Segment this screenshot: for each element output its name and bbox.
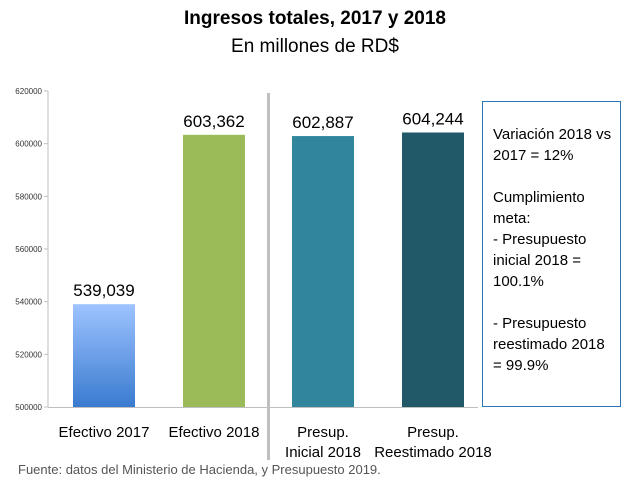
y-tick-label: 540000: [15, 298, 42, 307]
bar-value-label: 602,887: [292, 113, 353, 132]
bar-chart: 500000 520000 540000 560000 580000 600000 6200…: [15, 87, 492, 460]
bar-value-label: 604,244: [402, 109, 463, 128]
x-category-label: Inicial 2018: [285, 444, 361, 460]
x-category-label: Efectivo 2017: [59, 424, 150, 441]
bar: [402, 132, 464, 408]
chart-title: Ingresos totales, 2017 y 2018: [184, 8, 446, 29]
chart-subtitle: En millones de RD$: [231, 36, 399, 57]
y-tick-label: 620000: [15, 87, 42, 96]
y-tick-label: 560000: [15, 245, 42, 254]
note-box: Variación 2018 vs 2017 = 12% Cumplimient…: [482, 101, 621, 407]
note-line: Variación 2018 vs 2017 = 12%: [493, 126, 612, 164]
note-line: - Presupuesto reestimado 2018 = 99.9%: [493, 315, 605, 374]
bar-value-label: 603,362: [183, 112, 244, 131]
y-tick-label: 500000: [15, 403, 42, 412]
y-tick-label: 580000: [15, 192, 42, 201]
note-spacer: [493, 166, 612, 187]
x-category-label: Efectivo 2018: [169, 424, 260, 441]
y-tick-label: 520000: [15, 350, 42, 359]
x-category-label: Reestimado 2018: [374, 444, 492, 460]
x-category-label: Presup.: [297, 424, 349, 441]
bar-value-label: 539,039: [73, 281, 134, 300]
bar: [73, 304, 135, 407]
source-note: Fuente: datos del Ministerio de Hacienda…: [18, 462, 381, 477]
note-line: Cumplimiento meta:: [493, 189, 585, 227]
y-tick-label: 600000: [15, 140, 42, 149]
bar: [183, 134, 245, 407]
x-category-label: Presup.: [407, 424, 459, 441]
bar: [292, 136, 354, 407]
note-spacer: [493, 292, 612, 313]
note-line: - Presupuesto inicial 2018 = 100.1%: [493, 231, 587, 290]
